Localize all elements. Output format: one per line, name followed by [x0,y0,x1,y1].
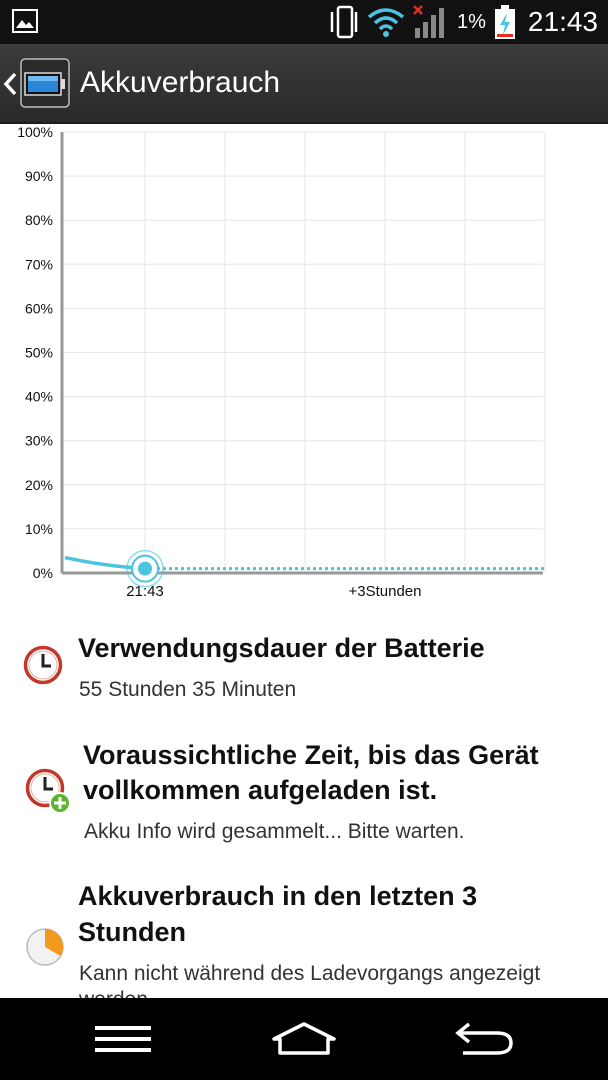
pie-chart-icon [26,928,64,966]
item-title-line2: Stunden [78,917,186,947]
usage-last-3-hours-item[interactable]: Akkuverbrauch in den letzten 3 Stunden K… [0,876,608,998]
x-tick-label: +3Stunden [349,583,422,600]
y-tick-label: 10% [25,521,53,537]
battery-icon[interactable] [20,58,70,108]
back-arrow-icon [455,1022,513,1055]
y-tick-label: 100% [17,124,53,140]
y-tick-label: 20% [25,477,53,493]
chart-canvas: 100% 90% 80% 70% 60% 50% 40% 30% 20% 10% 0% 21:43 +3… [17,124,546,600]
chevron-left-icon[interactable] [0,66,20,102]
home-icon [272,1022,336,1055]
item-subtitle: 55 Stunden 35 Minuten [79,678,297,701]
image-notification-icon [12,9,38,33]
item-title: Verwendungsdauer der Batterie [78,633,485,663]
action-bar: Akkuverbrauch [0,44,608,124]
current-point [138,561,152,576]
item-title-line1: Akkuverbrauch in den letzten 3 [78,881,478,911]
menu-icon [95,1026,151,1052]
item-subtitle: Akku Info wird gesammelt... Bitte warten… [84,820,465,843]
item-title-line1: Voraussichtliche Zeit, bis das Gerät [83,740,539,770]
battery-charging-icon [494,5,515,39]
battery-usage-time-item[interactable]: Verwendungsdauer der Batterie 55 Stunden… [0,620,608,720]
home-button[interactable] [244,998,364,1080]
y-tick-label: 90% [25,168,53,184]
clock-icon [23,645,63,685]
signal-no-service-icon [413,5,445,38]
y-tick-label: 50% [25,345,53,361]
item-subtitle-line2: werden. [79,986,154,998]
wifi-icon [367,8,405,37]
status-bar: 1% 21:43 [0,0,608,44]
menu-button[interactable] [63,998,183,1080]
page-title: Akkuverbrauch [80,66,281,99]
item-title-line2: vollkommen aufgeladen ist. [83,775,438,805]
battery-percent: 1% [457,10,486,33]
x-tick-label: 21:43 [126,583,164,600]
back-button[interactable] [425,998,545,1080]
status-time: 21:43 [527,6,598,37]
y-tick-label: 70% [25,256,53,272]
y-tick-label: 60% [25,300,53,316]
y-tick-label: 0% [33,565,53,581]
y-tick-label: 40% [25,389,53,405]
y-tick-label: 30% [25,433,53,449]
item-subtitle-line1: Kann nicht während des Ladevorgangs ange… [79,962,541,985]
y-tick-label: 80% [25,212,53,228]
vibrate-icon [330,5,358,39]
navigation-bar [0,998,608,1080]
charging-time-item[interactable]: Voraussichtliche Zeit, bis das Gerät vol… [0,735,608,855]
current-point-ring-outer [126,549,164,588]
battery-usage-chart: 100% 90% 80% 70% 60% 50% 40% 30% 20% 10% 0% 21:43 +3… [0,124,608,614]
clock-plus-icon [25,768,71,814]
